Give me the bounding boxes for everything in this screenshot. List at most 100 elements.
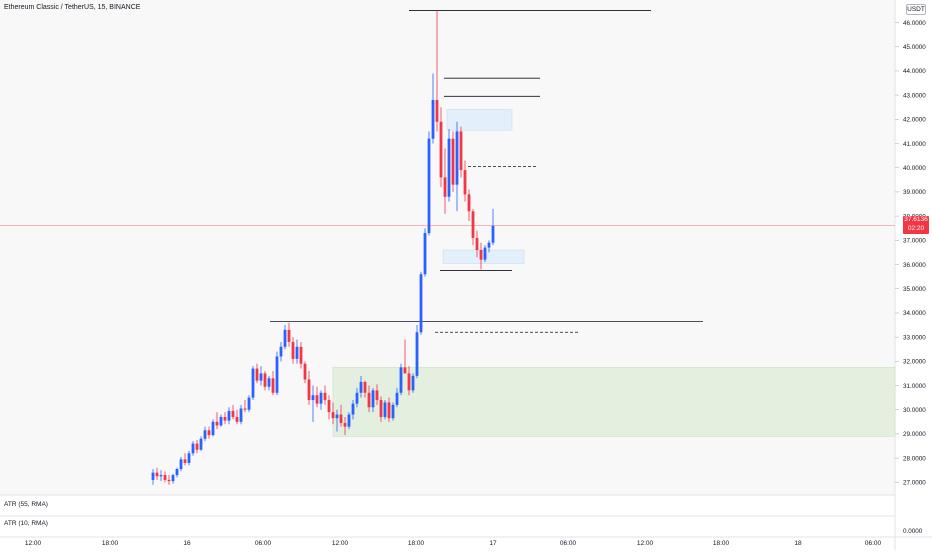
zone-blue [442, 249, 525, 264]
candle-body [263, 373, 267, 387]
candle [247, 395, 251, 413]
candle-body [363, 381, 367, 393]
candle-body [423, 233, 427, 275]
candle [451, 131, 455, 192]
candle-body [399, 367, 403, 393]
candle [463, 160, 467, 202]
candle-body [259, 373, 263, 381]
currency-selector[interactable]: USDT [906, 4, 926, 15]
candle-body [463, 170, 467, 195]
candle [455, 121, 459, 212]
x-tick-label: 18 [794, 540, 802, 547]
candle-body [407, 373, 411, 391]
candle-body [271, 378, 275, 393]
candle-body [335, 414, 339, 419]
candle [283, 325, 287, 350]
indicator-atr-10[interactable]: ATR (10, RMA) [4, 520, 48, 527]
candle [355, 387, 359, 408]
candle [431, 73, 435, 144]
indicator-atr-10-label: ATR (10, RMA) [4, 520, 48, 527]
candle [191, 441, 195, 456]
candle [443, 148, 447, 214]
candle-body [227, 410, 231, 421]
candle [267, 375, 271, 391]
y-tick-label: 31.0000 [903, 383, 926, 390]
zone-green [332, 367, 896, 437]
candle [239, 404, 243, 425]
candle [195, 439, 199, 454]
candle-body [307, 379, 311, 401]
candle [231, 404, 235, 420]
x-tick-label: 06:00 [255, 540, 272, 547]
candle-body [159, 475, 163, 477]
candle [291, 337, 295, 364]
candle [183, 453, 187, 466]
x-tick-label: 12:00 [637, 540, 654, 547]
candle [199, 436, 203, 451]
candle [227, 407, 231, 425]
candle-body [375, 390, 379, 401]
last-price-label: 37.6136 02:20 [903, 216, 929, 235]
candle-body [371, 390, 375, 408]
candle [211, 419, 215, 437]
candle-body [279, 346, 283, 357]
symbol-title[interactable]: Ethereum Classic / TetherUS, 15, BINANCE [4, 4, 140, 11]
candle-body [251, 368, 255, 398]
candle-body [171, 475, 175, 482]
candle-body [319, 392, 323, 404]
candle [395, 387, 399, 408]
candle-body [175, 469, 179, 476]
candle [159, 470, 163, 482]
candle-body [451, 138, 455, 185]
candle-body [211, 421, 215, 436]
candle [243, 400, 247, 413]
candle-body [267, 378, 271, 387]
candle [331, 402, 335, 425]
candle [207, 426, 211, 439]
last-price-value: 37.6136 [904, 216, 928, 224]
candle [491, 208, 495, 246]
candle [263, 371, 267, 391]
x-tick-label: 12:00 [25, 540, 42, 547]
candle [179, 456, 183, 472]
candle-body [275, 356, 279, 393]
symbol-title-text: Ethereum Classic / TetherUS, 15, BINANCE [4, 4, 141, 11]
candle-body [323, 392, 327, 401]
candle [255, 363, 259, 384]
candle-body [151, 472, 155, 480]
indicator-atr-55[interactable]: ATR (55, RMA) [4, 501, 48, 508]
indicator-atr-55-label: ATR (55, RMA) [4, 501, 48, 508]
candle-body [443, 177, 447, 197]
candle [375, 384, 379, 405]
candle-body [355, 392, 359, 404]
candle [419, 271, 423, 335]
candle [351, 400, 355, 420]
candle-body [439, 121, 443, 178]
candle [151, 469, 155, 485]
candle [223, 412, 227, 425]
candle-body [359, 381, 363, 393]
candle-body [479, 250, 483, 260]
x-tick-label: 06:00 [560, 540, 577, 547]
candle-body [247, 397, 251, 410]
candle-body [387, 402, 391, 419]
candle-body [223, 416, 227, 421]
y-tick-label: 30.0000 [903, 407, 926, 414]
candle-body [311, 395, 315, 401]
x-tick-label: 18:00 [408, 540, 425, 547]
candle-body [183, 459, 187, 463]
candle-body [447, 138, 451, 197]
y-tick-label: 45.0000 [903, 44, 926, 51]
candle-body [291, 341, 295, 359]
candle [343, 416, 347, 436]
candle-body [167, 479, 171, 482]
price-axis-background [895, 0, 932, 540]
candle [251, 366, 255, 401]
candle [447, 129, 451, 202]
candle [203, 426, 207, 442]
y-tick-label: 33.0000 [903, 334, 926, 341]
candle [475, 230, 479, 258]
candle-body [403, 367, 407, 374]
